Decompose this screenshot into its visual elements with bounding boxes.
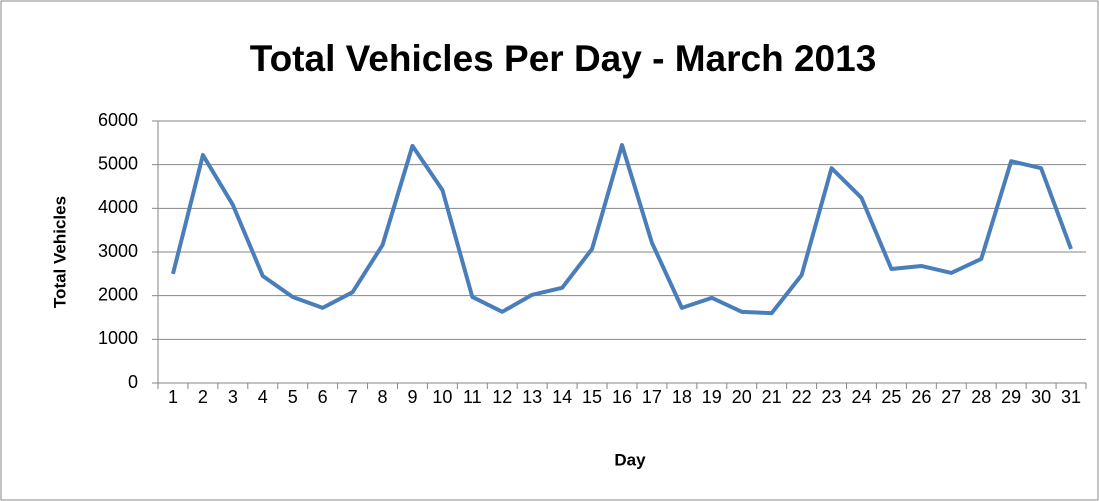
x-tick-label: 21 xyxy=(762,387,782,407)
x-tick-label: 5 xyxy=(288,387,298,407)
x-tick-label: 25 xyxy=(881,387,901,407)
y-tick-label: 1000 xyxy=(98,328,138,348)
y-tick-label: 6000 xyxy=(98,110,138,130)
x-tick-label: 19 xyxy=(702,387,722,407)
x-tick-label: 14 xyxy=(552,387,572,407)
x-tick-label: 28 xyxy=(971,387,991,407)
x-tick-label: 31 xyxy=(1061,387,1081,407)
y-tick-label: 3000 xyxy=(98,241,138,261)
x-tick-label: 3 xyxy=(228,387,238,407)
x-tick-label: 13 xyxy=(522,387,542,407)
y-tick-label: 2000 xyxy=(98,284,138,304)
x-tick-label: 18 xyxy=(672,387,692,407)
y-tick-label: 5000 xyxy=(98,153,138,173)
x-tick-label: 6 xyxy=(318,387,328,407)
x-tick-label: 11 xyxy=(463,387,482,407)
x-tick-label: 23 xyxy=(822,387,842,407)
x-tick-label: 1 xyxy=(168,387,178,407)
x-tick-label: 22 xyxy=(792,387,812,407)
x-tick-label: 15 xyxy=(582,387,602,407)
x-tick-label: 17 xyxy=(642,387,662,407)
x-tick-label: 7 xyxy=(348,387,358,407)
x-tick-label: 27 xyxy=(941,387,961,407)
x-tick-label: 4 xyxy=(258,387,268,407)
x-tick-label: 12 xyxy=(492,387,512,407)
x-tick-label: 24 xyxy=(851,387,871,407)
x-tick-label: 26 xyxy=(911,387,931,407)
x-tick-label: 30 xyxy=(1031,387,1051,407)
x-tick-label: 2 xyxy=(198,387,208,407)
chart-title: Total Vehicles Per Day - March 2013 xyxy=(250,38,877,79)
y-axis-title: Total Vehicles xyxy=(50,196,69,308)
x-tick-label: 9 xyxy=(407,387,417,407)
x-tick-label: 16 xyxy=(612,387,632,407)
y-tick-label: 4000 xyxy=(98,197,138,217)
x-axis-title: Day xyxy=(614,450,646,469)
x-tick-label: 20 xyxy=(732,387,752,407)
x-tick-label: 29 xyxy=(1001,387,1021,407)
x-tick-label: 10 xyxy=(432,387,452,407)
y-tick-label: 0 xyxy=(128,372,138,392)
data-line xyxy=(171,143,1073,316)
x-tick-label: 8 xyxy=(378,387,388,407)
